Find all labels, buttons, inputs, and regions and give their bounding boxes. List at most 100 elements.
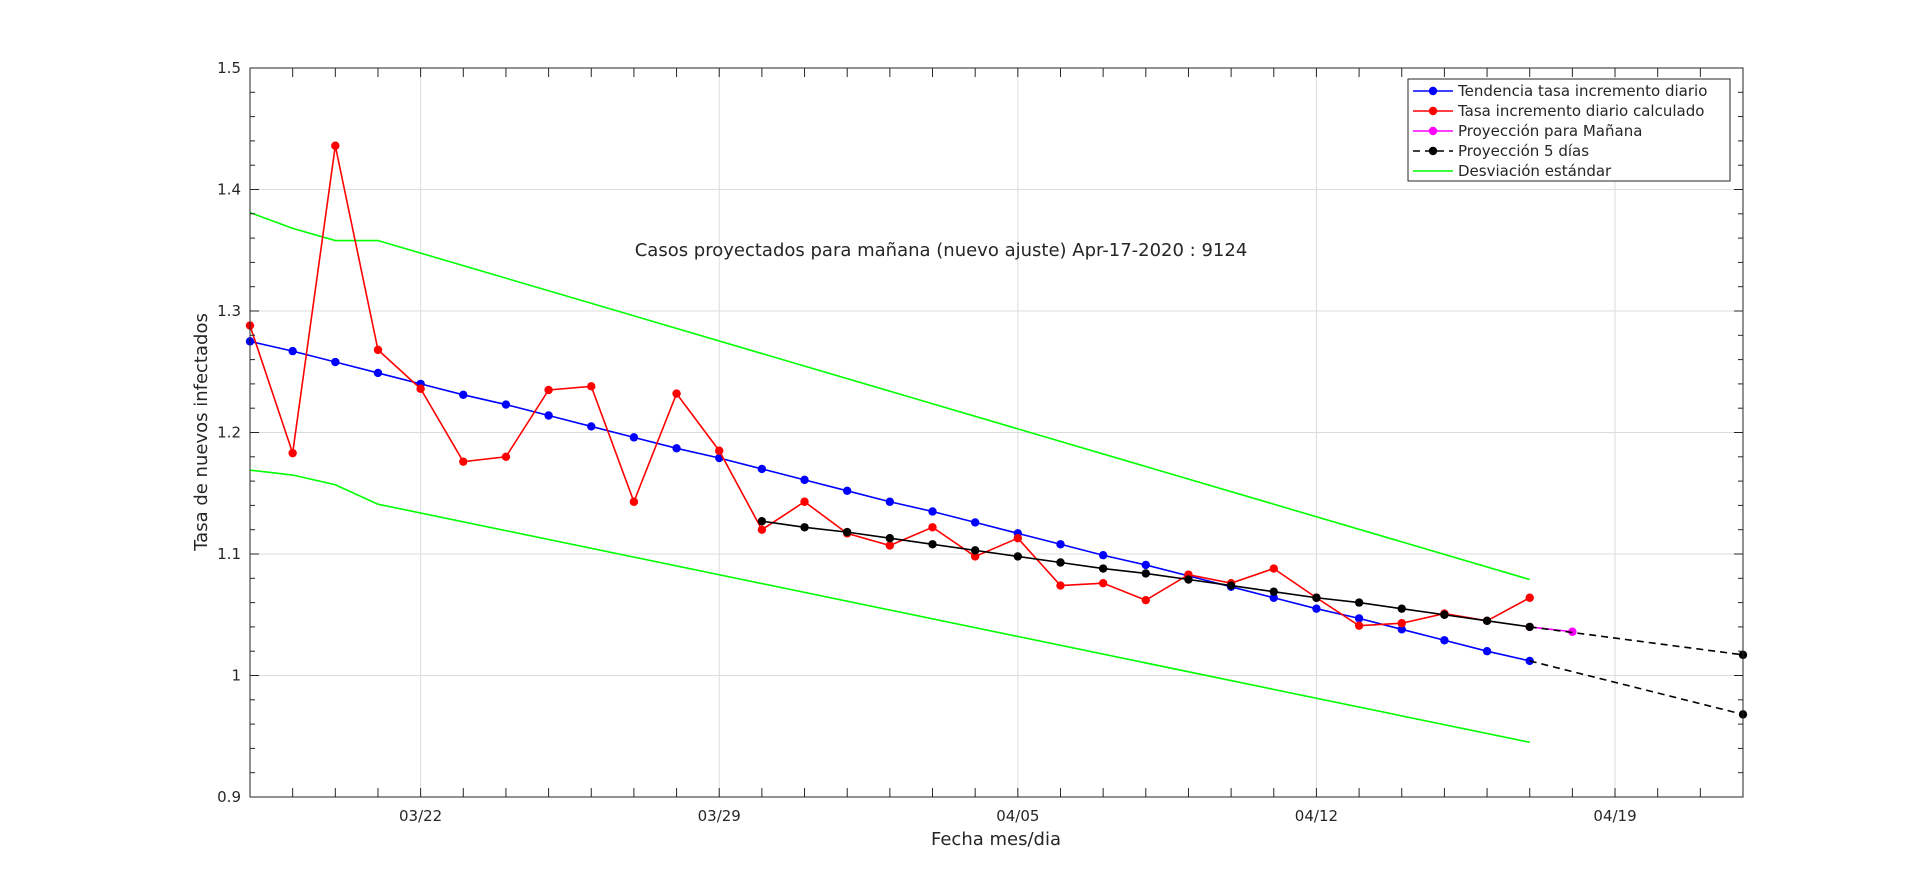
- data-point: [1440, 610, 1449, 619]
- chart-annotation: Casos proyectados para mañana (nuevo aju…: [635, 240, 1248, 261]
- data-point: [331, 357, 340, 367]
- data-point: [1440, 636, 1449, 645]
- x-tick-label: 04/12: [1295, 807, 1338, 825]
- legend-label: Proyección 5 días: [1458, 142, 1589, 160]
- axis-ticks: 03/22 03/29 04/05 04/12 04/19 0.9 1 1.1 1.2 1.3 1.…: [217, 59, 1744, 825]
- data-point: [501, 400, 511, 409]
- legend-label: Desviación estándar: [1458, 162, 1612, 180]
- data-point: [288, 346, 297, 356]
- data-point: [970, 546, 980, 555]
- data-point: [800, 497, 809, 506]
- data-point: [1397, 604, 1406, 613]
- data-point: [501, 452, 511, 461]
- data-point: [373, 345, 383, 355]
- data-point: [1397, 619, 1406, 628]
- data-point: [800, 475, 809, 485]
- projection-dashed-line: [1529, 660, 1744, 716]
- legend-entry: Desviación estándar: [1413, 162, 1612, 180]
- data-point: [1397, 625, 1406, 634]
- legend: Tendencia tasa incremento diario Tasa inc…: [1407, 78, 1731, 182]
- data-point: [1184, 575, 1193, 584]
- data-point: [843, 527, 852, 537]
- data-point: [1141, 595, 1151, 605]
- data-point: [416, 384, 425, 393]
- std-deviation-bands: [249, 211, 1530, 744]
- y-axis-label: Tasa de nuevos infectados: [191, 313, 212, 552]
- x-tick-label: 03/22: [399, 807, 442, 825]
- data-point: [800, 523, 809, 532]
- data-point: [757, 516, 767, 526]
- data-point: [288, 448, 297, 458]
- data-point: [544, 385, 553, 395]
- data-point: [672, 389, 681, 398]
- x-tick-label: 03/29: [698, 807, 741, 825]
- data-point: [1056, 558, 1065, 567]
- data-point: [459, 457, 468, 466]
- y-tick-label: 1.1: [217, 545, 241, 563]
- data-point: [885, 541, 895, 550]
- data-point: [459, 390, 468, 400]
- std-deviation-line-lower: [249, 469, 1530, 744]
- y-tick-label: 1: [231, 667, 241, 685]
- data-point: [1013, 552, 1023, 561]
- data-point: [1354, 621, 1364, 630]
- data-point: [1141, 560, 1151, 570]
- data-point: [1098, 564, 1108, 573]
- x-tick-label: 04/19: [1593, 807, 1636, 825]
- data-point: [544, 411, 553, 420]
- legend-label: Proyección para Mañana: [1458, 122, 1642, 140]
- data-point: [1269, 593, 1278, 602]
- x-axis-label: Fecha mes/dia: [931, 829, 1061, 850]
- data-point: [629, 433, 639, 442]
- data-point: [629, 497, 639, 506]
- data-point: [373, 368, 383, 378]
- data-point: [928, 523, 937, 532]
- data-point: [1312, 604, 1321, 613]
- legend-marker: [1428, 86, 1438, 96]
- data-point: [885, 534, 895, 543]
- data-point: [1269, 564, 1278, 573]
- legend-marker: [1428, 126, 1438, 136]
- data-point: [1226, 581, 1236, 590]
- series-five-day-projection: [757, 516, 1748, 719]
- data-point: [1312, 593, 1321, 602]
- data-point: [1354, 614, 1364, 623]
- data-point: [672, 444, 681, 453]
- data-point: [1354, 598, 1364, 607]
- data-point: [757, 464, 767, 474]
- legend-entry: Tasa incremento diario calculado: [1413, 102, 1704, 120]
- data-point: [1098, 551, 1108, 560]
- data-point: [970, 552, 980, 561]
- legend-marker: [1428, 146, 1438, 156]
- series-line: [1529, 626, 1573, 633]
- series-layer: [245, 141, 1748, 719]
- y-tick-label: 1.3: [217, 302, 241, 320]
- data-point: [1098, 578, 1108, 588]
- data-point: [1056, 540, 1065, 549]
- legend-label: Tendencia tasa incremento diario: [1457, 82, 1707, 100]
- data-point: [587, 422, 596, 431]
- data-point: [1482, 647, 1492, 656]
- std-deviation-line-upper: [249, 211, 1530, 581]
- data-point: [1013, 534, 1023, 543]
- data-point: [885, 497, 895, 506]
- data-point: [1525, 593, 1534, 602]
- y-tick-label: 1.4: [217, 181, 241, 199]
- data-point: [1056, 581, 1065, 590]
- legend-box: [1407, 78, 1731, 182]
- data-point: [1141, 569, 1151, 578]
- data-point: [928, 540, 937, 549]
- legend-label: Tasa incremento diario calculado: [1457, 102, 1704, 120]
- data-point: [331, 141, 340, 150]
- data-point: [928, 507, 937, 516]
- data-point: [843, 486, 852, 496]
- y-tick-label: 1.2: [217, 424, 241, 442]
- data-point: [587, 382, 596, 391]
- x-tick-label: 04/05: [996, 807, 1039, 825]
- y-tick-label: 0.9: [217, 788, 241, 806]
- legend-entry: Proyección para Mañana: [1413, 122, 1642, 140]
- data-point: [970, 518, 980, 527]
- data-point: [757, 525, 767, 534]
- legend-entry: Proyección 5 días: [1413, 142, 1589, 160]
